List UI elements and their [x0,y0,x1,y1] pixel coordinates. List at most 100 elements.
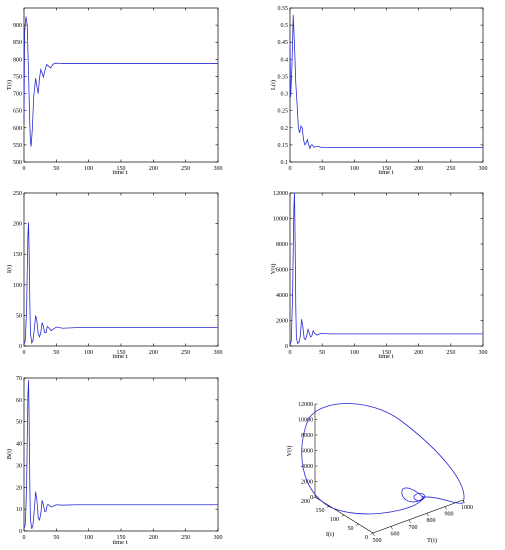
y-tick-label: 600 [13,126,22,132]
y-tick-label: 650 [13,109,22,115]
x-tick-label: 0 [289,350,292,356]
x-axis-label: time t [113,539,128,546]
x-tick-label: 50 [53,166,59,172]
axis-t [372,499,464,534]
x-tick-label: 300 [214,535,223,541]
y-axis-label: L(t) [270,80,277,90]
trajectory-line [301,403,465,515]
x-tick-label: 300 [214,166,223,172]
t-tick-mark [444,506,447,510]
panel-l-plot: 0 50 100 150 200 250 300 0.1 0.15 0.2 0.25 0.3 0.35 0… [270,6,488,176]
t-tick-label: 500 [373,538,382,544]
y-tick-label: 150 [13,252,22,258]
x-tick-label: 200 [149,350,158,356]
x-tick-label: 100 [84,535,93,541]
x-tick-label: 100 [84,166,93,172]
y-tick-label: 250 [13,191,22,197]
y-tick-label: 12000 [273,191,288,197]
t-tick-label: 700 [409,525,418,531]
x-tick-label: 250 [181,535,190,541]
y-tick-label: 10 [16,507,22,513]
y-axis-label: I(t) [6,265,13,273]
x-tick-label: 100 [350,350,359,356]
x-tick-label: 250 [446,166,455,172]
y-tick-label: 50 [16,313,22,319]
x-tick-label: 50 [319,166,325,172]
y-tick-label: 6000 [276,268,288,274]
x-tick-label: 150 [382,350,391,356]
y-tick-label: 0.55 [278,6,289,12]
plot-frame [23,192,219,347]
y-tick-label: 8000 [276,242,288,248]
x-tick-label: 150 [117,535,126,541]
x-tick-label: 0 [289,166,292,172]
series-line [23,16,218,147]
plot-frame [23,7,219,163]
t-tick-label: 800 [427,518,436,524]
t-tick-mark [390,526,393,530]
y-tick-label: 0.2 [281,126,289,132]
y-tick-label: 0.45 [278,40,289,46]
y-tick-label: 700 [13,92,22,98]
t-axis-label: T(t) [427,537,437,544]
x-tick-label: 150 [117,350,126,356]
x-tick-label: 300 [479,166,488,172]
y-tick-label: 200 [13,222,22,228]
y-tick-label: 0.3 [281,92,289,98]
y-tick-label: 0 [19,529,22,535]
plot-frame [289,192,484,347]
i-axis-label: I(t) [326,531,334,538]
t-tick-label: 600 [391,531,400,537]
y-tick-label: 2000 [276,319,288,325]
x-tick-label: 200 [149,535,158,541]
x-tick-label: 0 [23,166,26,172]
x-tick-label: 50 [319,350,325,356]
y-tick-label: 0 [19,344,22,350]
x-tick-label: 200 [414,350,423,356]
panel-b-plot: 0 50 100 150 200 250 300 0 10 20 30 40 50 60 70 time t B… [6,376,223,546]
t-tick-mark [426,513,429,517]
i-tick-label: 200 [301,499,310,505]
i-tick-mark [341,514,345,517]
y-axis-label: T(t) [6,80,13,90]
x-tick-label: 300 [214,350,223,356]
panel-3d-phase-plot: 5006007008009001000050100150200020004000… [286,402,473,544]
y-tick-label: 500 [13,160,22,166]
y-tick-label: 0.4 [281,57,289,63]
i-tick-label: 0 [365,535,368,541]
v-tick-label: 4000 [301,464,313,470]
x-tick-label: 200 [414,166,423,172]
v-axis-label: V(t) [286,446,293,457]
y-tick-label: 850 [13,40,22,46]
x-axis-label: time t [379,169,394,176]
y-tick-label: 60 [16,398,22,404]
y-axis-label: B(t) [6,449,13,459]
y-tick-label: 70 [16,376,22,382]
v-tick-label: 2000 [301,480,313,486]
i-tick-label: 50 [348,526,354,532]
y-tick-label: 800 [13,57,22,63]
series-line [289,192,483,345]
x-tick-label: 250 [181,350,190,356]
x-tick-label: 250 [181,166,190,172]
panel-t-plot: 0 50 100 150 200 250 300 500 550 600 650 700 750 800 8… [6,7,223,176]
y-tick-label: 0.5 [281,23,289,29]
t-tick-label: 1000 [461,505,473,511]
v-tick-label: 12000 [298,402,313,408]
x-tick-label: 100 [350,166,359,172]
y-tick-label: 0.15 [278,143,289,149]
x-axis-label: time t [379,353,394,360]
panel-v-plot: 0 50 100 150 200 250 300 0 2000 4000 6000 8000 10000… [270,191,488,360]
x-axis-label: time t [113,169,128,176]
y-tick-label: 550 [13,143,22,149]
plot-frame [23,377,219,532]
t-tick-mark [372,532,375,537]
y-tick-label: 4000 [276,293,288,299]
i-tick-label: 150 [316,508,325,514]
x-tick-label: 0 [23,350,26,356]
y-tick-label: 0.25 [278,109,289,115]
i-tick-mark [355,523,359,526]
y-tick-label: 20 [16,485,22,491]
x-tick-label: 300 [479,350,488,356]
